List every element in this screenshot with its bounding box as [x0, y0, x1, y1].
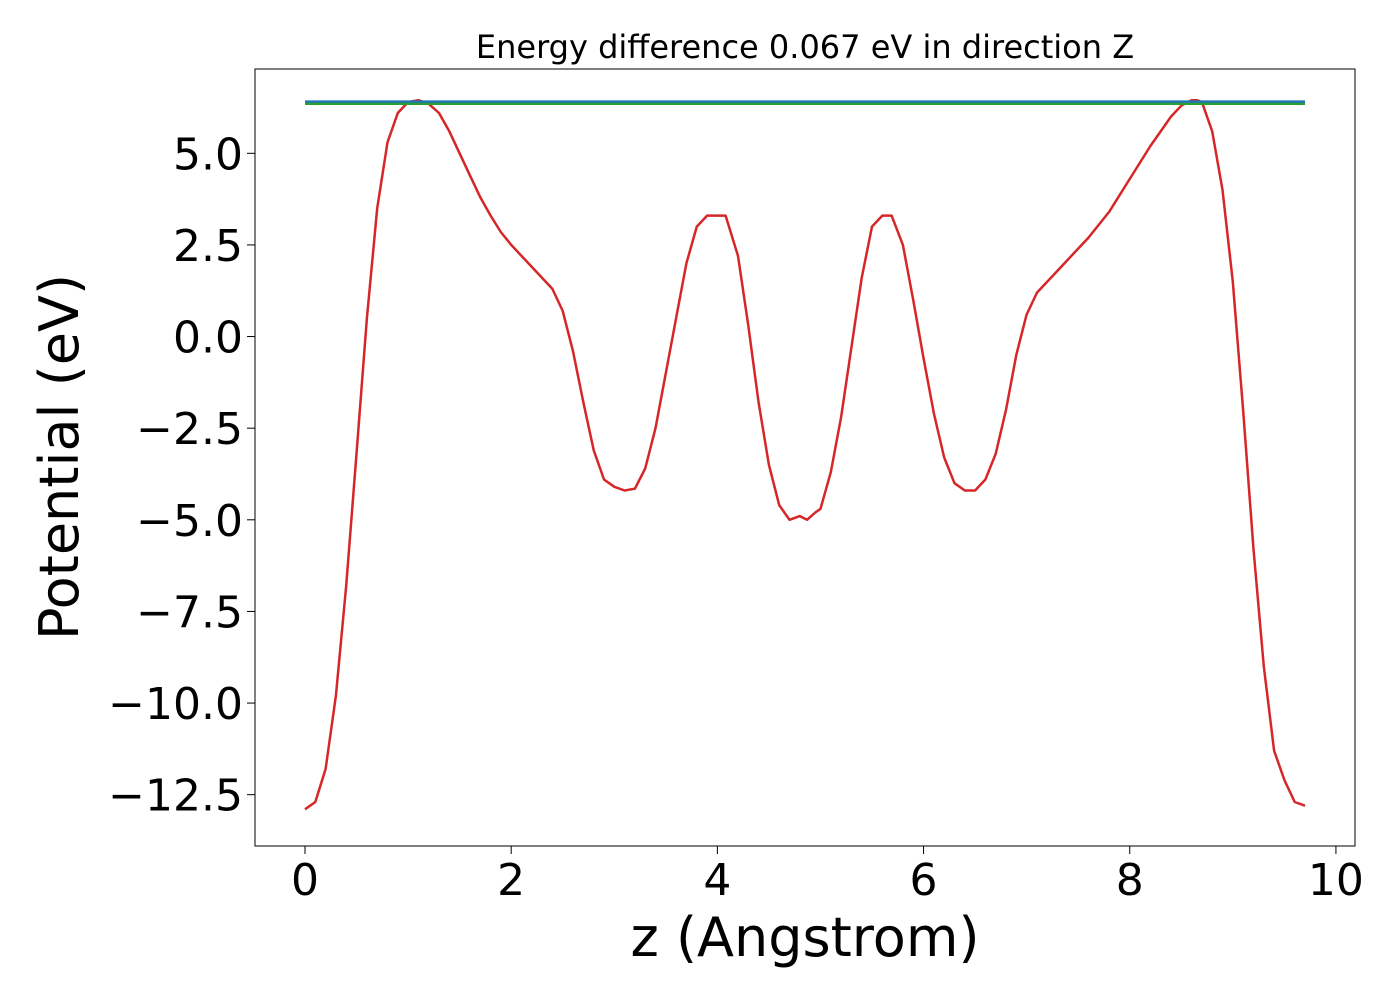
y-tick-label: 2.5	[173, 221, 243, 272]
y-tick-label: −2.5	[136, 404, 243, 455]
x-tick-label: 10	[1308, 855, 1364, 906]
x-tick-label: 0	[291, 855, 319, 906]
y-tick-label: −5.0	[136, 496, 243, 547]
x-axis: 0 2 4 6 8 10	[291, 846, 1364, 906]
series-line-1	[304, 98, 1306, 811]
y-axis-label: Potential (eV)	[28, 274, 91, 640]
y-tick-label: −10.0	[108, 679, 243, 730]
x-tick-label: 2	[497, 855, 525, 906]
y-axis: 5.0 2.5 0.0 −2.5 −5.0 −7.5 −10.0 −12.5	[108, 129, 255, 822]
x-tick-label: 8	[1116, 855, 1144, 906]
y-tick-label: −12.5	[108, 771, 243, 822]
y-tick-label: 5.0	[173, 129, 243, 180]
y-tick-label: −7.5	[136, 587, 243, 638]
plot-frame	[254, 68, 1356, 847]
chart-title: Energy difference 0.067 eV in direction …	[476, 28, 1134, 66]
x-tick-label: 4	[703, 855, 731, 906]
x-axis-label: z (Angstrom)	[630, 906, 979, 969]
y-tick-label: 0.0	[173, 313, 243, 364]
x-tick-label: 6	[910, 855, 938, 906]
series-group	[304, 98, 1306, 811]
